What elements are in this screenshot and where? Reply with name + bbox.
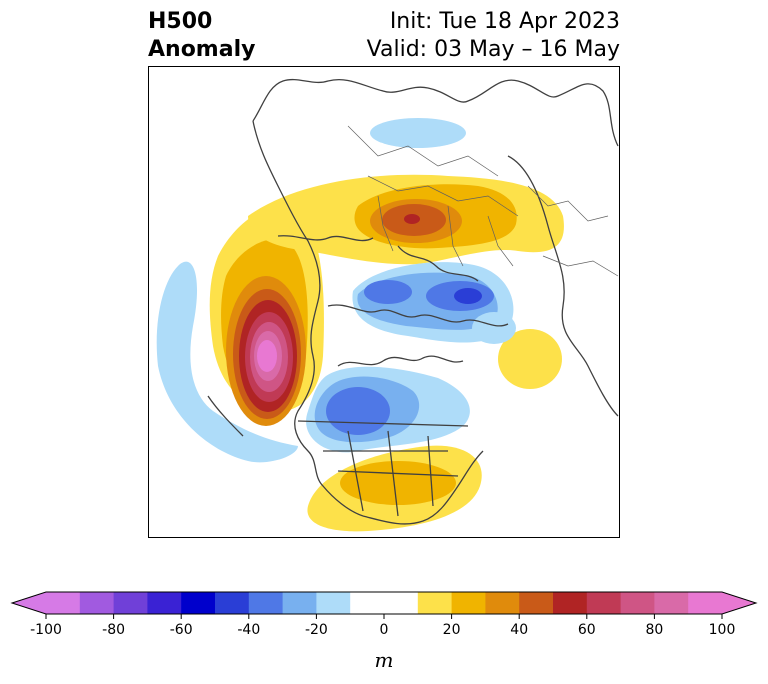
- colorbar-tick-label: 60: [578, 622, 596, 638]
- ridge-northern-russia: [248, 174, 564, 265]
- colorbar-tick-label: 0: [380, 622, 389, 638]
- trough-north-pacific-tongue: [156, 261, 298, 463]
- colorbar-cell: [654, 592, 689, 614]
- chart-dates: Init: Tue 18 Apr 2023 Valid: 03 May – 16…: [367, 8, 620, 64]
- coastlines-and-borders: [207, 78, 619, 525]
- title-subtitle: Anomaly: [148, 37, 256, 62]
- colorbar-cell: [620, 592, 655, 614]
- colorbar-cell: [417, 592, 453, 614]
- colorbar-cell: [282, 592, 317, 614]
- colorbar-cell: [248, 592, 284, 614]
- colorbar-tick-label: 40: [510, 622, 528, 638]
- colorbar-extend-under: [12, 592, 46, 614]
- colorbar-tick-label: 80: [645, 622, 663, 638]
- colorbar-tick-label: 100: [709, 622, 736, 638]
- colorbar-cell: [215, 592, 250, 614]
- colorbar-cell: [46, 592, 81, 614]
- anomaly-map: [148, 66, 620, 538]
- ridge-northeast-pacific: [209, 206, 324, 426]
- colorbar-tick-label: -40: [237, 622, 260, 638]
- colorbar-cell: [553, 592, 588, 614]
- trough-north-atlantic: [370, 118, 466, 148]
- title-variable: H500: [148, 9, 213, 34]
- colorbar-cell: [519, 592, 554, 614]
- anomaly-fields: [156, 118, 564, 532]
- trough-arctic-ocean: [352, 262, 514, 343]
- init-date-label: Init: Tue 18 Apr 2023: [389, 9, 620, 34]
- colorbar-cell: [384, 592, 419, 614]
- colorbar-cells: [10, 591, 758, 615]
- colorbar-cell: [688, 592, 723, 614]
- colorbar-cell: [147, 592, 182, 614]
- colorbar-cell: [316, 592, 351, 614]
- colorbar-tick-label: -100: [30, 622, 62, 638]
- colorbar-cell: [181, 592, 216, 614]
- colorbar-unit-label: m: [375, 648, 394, 672]
- colorbar-cell: [113, 592, 148, 614]
- colorbar-tick-label: -20: [305, 622, 328, 638]
- colorbar-extend-over: [722, 592, 756, 614]
- colorbar-cell: [79, 592, 115, 614]
- map-frame: [148, 66, 620, 538]
- colorbar-cell: [350, 592, 385, 614]
- colorbar-cell: [485, 592, 520, 614]
- valid-date-label: Valid: 03 May – 16 May: [366, 37, 620, 62]
- internal-borders: [347, 125, 619, 277]
- colorbar-tick-label: -80: [102, 622, 125, 638]
- colorbar-cell: [451, 592, 486, 614]
- colorbar-ticks: -100 -80 -60 -40 -20 0 20 40 60 80 100: [30, 614, 735, 638]
- chart-title: H500 Anomaly: [148, 8, 255, 64]
- trough-central-asia: [472, 312, 516, 344]
- colorbar: -100 -80 -60 -40 -20 0 20 40 60 80 100 m: [10, 591, 758, 672]
- ridge-northern-europe: [498, 329, 562, 389]
- colorbar-cell: [586, 592, 622, 614]
- colorbar-tick-label: 20: [443, 622, 461, 638]
- colorbar-tick-label: -60: [170, 622, 193, 638]
